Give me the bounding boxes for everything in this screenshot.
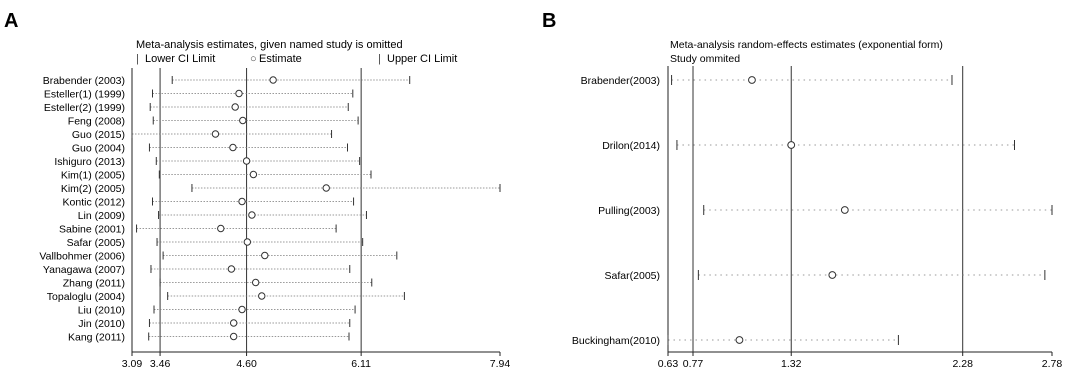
legend-label: Estimate — [259, 53, 302, 65]
estimate-point — [840, 206, 849, 214]
estimate-point — [787, 141, 796, 149]
estimate-point — [828, 271, 837, 279]
legend-symbol: | — [136, 53, 139, 65]
estimate-point — [248, 211, 256, 219]
x-tick-label: 2.78 — [1042, 358, 1063, 370]
estimate-point — [258, 292, 266, 300]
study-label: Lin (2009) — [78, 210, 125, 222]
estimate-point — [243, 238, 252, 246]
panel-a-letter: A — [4, 10, 18, 32]
estimate-point — [217, 224, 225, 233]
study-label: Kontic (2012) — [63, 197, 125, 209]
estimate-point — [251, 278, 260, 287]
study-label: Sabine (2001) — [59, 224, 125, 236]
study-label: Esteller(1) (1999) — [44, 89, 125, 101]
x-tick-label: 4.60 — [236, 358, 257, 370]
x-tick-label: 7.94 — [490, 358, 511, 370]
x-tick-label: 6.11 — [351, 358, 371, 370]
study-label: Brabender(2003) — [581, 75, 660, 87]
study-label: Kang (2011) — [68, 332, 125, 344]
panel-a-title: Meta-analysis estimates, given named stu… — [136, 39, 403, 51]
panel-a: A Meta-analysis estimates, given named s… — [4, 10, 510, 370]
estimate-point — [239, 116, 247, 125]
estimate-point — [229, 332, 238, 341]
study-label: Vallbohmer (2006) — [39, 251, 125, 263]
panel-b-forest-plot: 0.63 0.77 1.32 2.28 2.78 Brabender(2003) Drilo… — [572, 66, 1063, 370]
estimate-point — [249, 170, 258, 179]
estimate-point — [748, 76, 756, 84]
panel-a-legend: | Lower CI Limit ○ Estimate | Upper CI Limit — [136, 53, 457, 65]
study-label: Buckingham(2010) — [572, 335, 660, 347]
legend-symbol: | — [378, 53, 381, 65]
study-label: Safar (2005) — [67, 237, 125, 249]
study-label: Topaloglu (2004) — [47, 291, 125, 303]
estimate-point — [235, 89, 243, 98]
estimate-point — [227, 265, 236, 273]
study-label: Drilon(2014) — [602, 140, 660, 152]
estimate-point — [238, 305, 246, 314]
study-label: Zhang (2011) — [63, 278, 125, 290]
estimate-point — [261, 251, 269, 260]
study-label: Kim(1) (2005) — [61, 170, 125, 182]
estimate-point — [735, 336, 744, 344]
panel-b-letter: B — [542, 10, 556, 32]
estimate-point — [229, 319, 238, 327]
x-tick-label: 0.77 — [683, 358, 704, 370]
x-tick-label: 3.46 — [150, 358, 171, 370]
x-tick-label: 2.28 — [952, 358, 973, 370]
panel-b-subtitle: Study ommited — [670, 53, 740, 65]
legend-symbol: ○ — [250, 53, 257, 65]
estimate-point — [231, 103, 239, 111]
legend-label: Upper CI Limit — [387, 53, 457, 65]
legend-label: Lower CI Limit — [145, 53, 215, 65]
estimate-point — [322, 184, 330, 192]
study-label: Jin (2010) — [78, 318, 125, 330]
study-label: Brabender (2003) — [43, 75, 125, 87]
estimate-point — [229, 143, 237, 152]
estimate-point — [211, 130, 220, 138]
study-label: Guo (2015) — [72, 129, 125, 141]
study-label: Safar(2005) — [605, 270, 660, 282]
x-tick-label: 0.63 — [658, 358, 679, 370]
study-label: Ishiguro (2013) — [54, 156, 125, 168]
x-tick-label: 1.32 — [781, 358, 802, 370]
study-label: Yanagawa (2007) — [43, 264, 125, 276]
estimate-point — [242, 157, 251, 165]
study-label: Feng (2008) — [68, 116, 125, 128]
panel-a-forest-plot: 3.09 3.46 4.60 6.11 7.94 Brabender (2003) Este… — [39, 68, 510, 370]
study-label: Guo (2004) — [72, 143, 125, 155]
study-label: Kim(2) (2005) — [61, 183, 125, 195]
x-tick-label: 3.09 — [122, 358, 143, 370]
estimate-point — [269, 76, 277, 84]
panel-b: B Meta-analysis random-effects estimates… — [542, 10, 1062, 370]
estimate-point — [238, 197, 246, 206]
study-label: Esteller(2) (1999) — [44, 102, 125, 114]
study-label: Pulling(2003) — [598, 205, 660, 217]
panel-b-title: Meta-analysis random-effects estimates (… — [670, 39, 943, 51]
study-label: Liu (2010) — [78, 305, 125, 317]
